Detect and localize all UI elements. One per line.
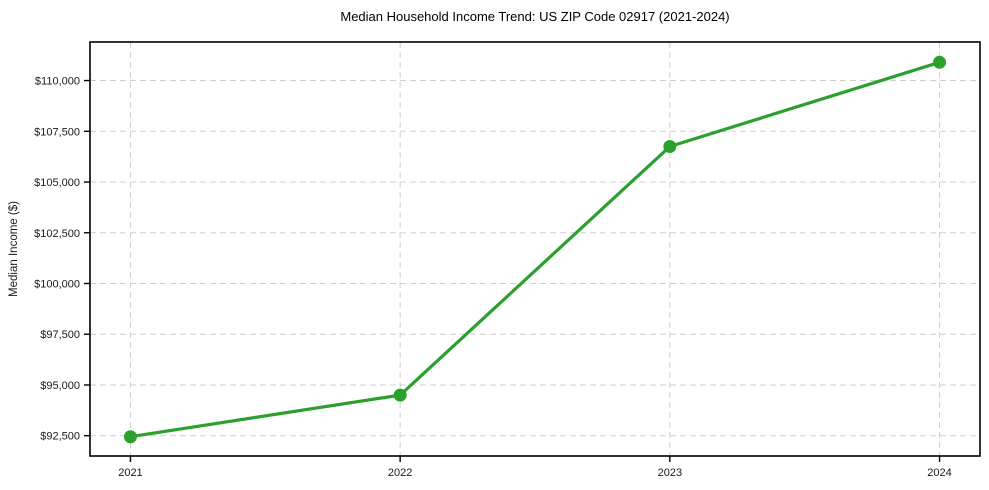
data-series-layer (123, 55, 947, 444)
data-point-2021 (123, 430, 137, 444)
x-tick-label: 2021 (118, 467, 142, 479)
y-tick-label: $110,000 (35, 76, 80, 88)
y-tick-label: $97,500 (40, 329, 80, 341)
y-tick-label: $92,500 (40, 431, 80, 443)
plot-border (89, 41, 981, 457)
plot-background-layer (90, 42, 980, 456)
y-tick-label: $95,000 (40, 380, 80, 392)
chart-title: Median Household Income Trend: US ZIP Co… (340, 9, 729, 24)
axes-layer (84, 41, 981, 462)
y-tick-label: $102,500 (34, 228, 80, 240)
data-point-2022 (393, 388, 407, 402)
x-tick-label: 2022 (388, 467, 412, 479)
gridline-layer (90, 42, 980, 456)
data-point-2024 (933, 55, 947, 69)
y-axis-label: Median Income ($) (8, 201, 20, 297)
trend-line (128, 60, 942, 439)
x-tick-label: 2024 (927, 467, 951, 479)
data-point-2023 (663, 140, 677, 154)
y-tick-label: $105,000 (34, 177, 80, 189)
y-tick-label: $107,500 (34, 126, 80, 138)
x-tick-label: 2023 (658, 467, 682, 479)
plot-area-background (90, 42, 980, 456)
y-tick-label: $100,000 (34, 279, 80, 291)
tick-label-layer: $92,500 $95,000 $97,500 $100,000 $102,500 $10… (34, 76, 952, 479)
